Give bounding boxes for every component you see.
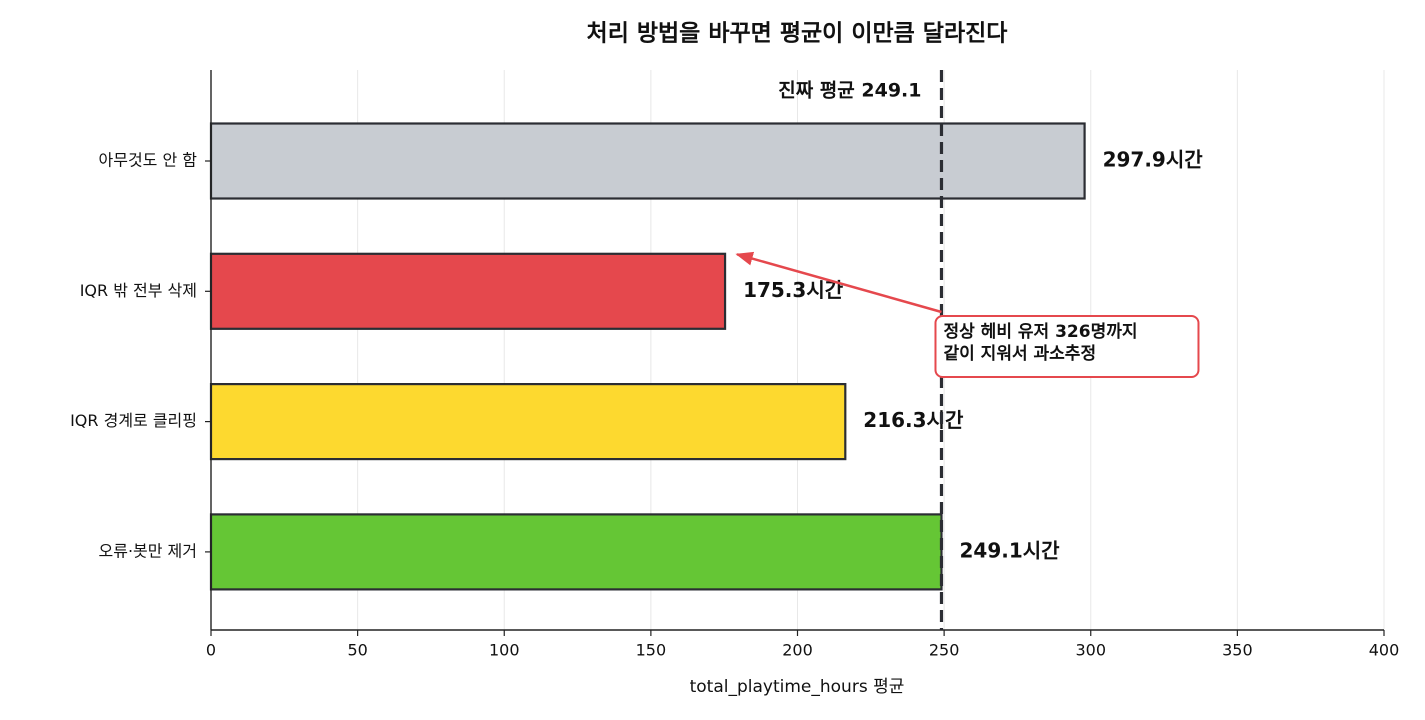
value-label: 175.3시간 [743,278,844,302]
chart-title: 처리 방법을 바꾸면 평균이 이만큼 달라진다 [587,21,1008,47]
reference-label: 진짜 평균 249.1 [778,80,921,102]
bar [209,252,727,330]
x-tick-label: 150 [636,641,667,660]
x-tick-label: 250 [929,641,960,660]
annotation-arrow [735,251,942,314]
bar [209,513,943,591]
x-axis-label: total_playtime_hours 평균 [690,677,905,697]
y-tick-label: 오류·봇만 제거 [99,541,198,560]
value-label: 249.1시간 [959,538,1060,562]
annotation-box [934,315,1200,378]
x-tick-label: 0 [206,641,216,660]
bar [209,122,1086,200]
x-tick-label: 50 [347,641,367,660]
bar [209,383,847,461]
value-label: 297.9시간 [1103,148,1204,172]
annotation-text: 정상 헤비 유저 326명까지 [943,322,1137,342]
y-tick-label: IQR 경계로 클리핑 [70,411,197,430]
value-label: 216.3시간 [863,408,964,432]
annotation-text: 같이 지워서 과소추정 [943,344,1096,364]
x-tick-label: 200 [782,641,813,660]
y-tick-label: 아무것도 안 함 [99,151,198,170]
x-tick-label: 300 [1075,641,1106,660]
x-tick-label: 350 [1222,641,1253,660]
x-tick-label: 100 [489,641,520,660]
y-tick-label: IQR 밖 전부 삭제 [80,281,197,300]
x-tick-label: 400 [1369,641,1400,660]
